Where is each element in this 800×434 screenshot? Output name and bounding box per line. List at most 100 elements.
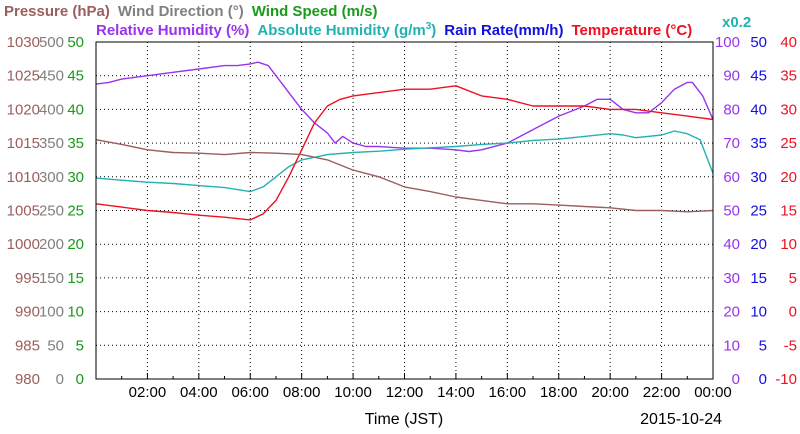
y-tick-label: 0 — [76, 371, 84, 388]
y-tick-label: 50 — [67, 34, 84, 51]
y-tick-label: 35 — [750, 135, 767, 152]
y-tick-label: 15 — [750, 270, 767, 287]
legend-entry-close: ) — [431, 22, 436, 39]
legend-row-1: Pressure (hPa) Wind Direction (°) Wind Spe… — [4, 3, 377, 20]
y-tick-label: 35 — [780, 68, 797, 85]
y-tick-label: 20 — [750, 236, 767, 253]
y-tick-label: 10 — [780, 236, 797, 253]
y-tick-label: 500 — [39, 34, 64, 51]
legend-superscript: 3 — [426, 21, 432, 32]
y-tick-label: 20 — [780, 169, 797, 186]
y-tick-label: 0 — [56, 371, 64, 388]
x-tick-label: 16:00 — [489, 384, 527, 401]
series-line — [95, 139, 714, 213]
x-tick-labels: 02:00 04:00 06:00 08:00 10:00 12:00 14:00 16:00… — [129, 384, 732, 401]
plot-frame — [95, 41, 714, 380]
legend-entry: Temperature (°C) — [571, 22, 692, 39]
y-tick-label: 20 — [67, 236, 84, 253]
y-tick-label: 1020 — [7, 101, 40, 118]
y-tick-label: 5 — [759, 337, 767, 354]
date-label: 2015-10-24 — [640, 411, 722, 428]
y-tick-label: 985 — [15, 337, 40, 354]
series-layer — [95, 61, 714, 221]
y-tick-label: 1005 — [7, 203, 40, 220]
series-line — [95, 61, 714, 153]
y-tick-label: 980 — [15, 371, 40, 388]
y-tick-label: 5 — [76, 337, 84, 354]
y-tick-label: 0 — [732, 371, 740, 388]
y-tick-label: 10 — [67, 304, 84, 321]
y-tick-label: 0 — [789, 304, 797, 321]
y-tick-label: 35 — [67, 135, 84, 152]
x-axis-label: Time (JST) — [365, 411, 444, 428]
y-tick-label: 150 — [39, 270, 64, 287]
x-tick-label: 02:00 — [129, 384, 167, 401]
y-tick-label: 40 — [67, 101, 84, 118]
y-tick-label: 15 — [67, 270, 84, 287]
y-tick-label: 1015 — [7, 135, 40, 152]
legend-entry: Relative Humidity (%) — [96, 22, 249, 39]
series-line — [95, 130, 714, 193]
x-tick-label: 06:00 — [231, 384, 269, 401]
y-tick-label: 5 — [789, 270, 797, 287]
legend-entry: Pressure (hPa) — [4, 3, 110, 20]
legend-row-2: Relative Humidity (%) Absolute Humidity (… — [96, 21, 692, 39]
y-tick-label: 45 — [67, 68, 84, 85]
y-tick-label: 60 — [723, 169, 740, 186]
y-tick-label: 40 — [780, 34, 797, 51]
y-tick-label: 25 — [67, 203, 84, 220]
x-tick-label: 18:00 — [540, 384, 578, 401]
y-tick-label: 1000 — [7, 236, 40, 253]
y-tick-label: 40 — [723, 236, 740, 253]
y-tick-label: 40 — [750, 101, 767, 118]
y-tick-label: 0 — [759, 371, 767, 388]
y-tick-label: 50 — [47, 337, 64, 354]
x-tick-label: 22:00 — [643, 384, 681, 401]
legend-entry: Rain Rate(mm/h) — [444, 22, 563, 39]
y-tick-label: 10 — [723, 337, 740, 354]
y-tick-label: 1010 — [7, 169, 40, 186]
y-tick-label: 450 — [39, 68, 64, 85]
legend: Pressure (hPa) Wind Direction (°) Wind Spe… — [4, 3, 751, 39]
y-tick-label: 990 — [15, 304, 40, 321]
y-tick-label: 10 — [750, 304, 767, 321]
y-tick-label: 300 — [39, 169, 64, 186]
y-tick-label: 100 — [715, 34, 740, 51]
y-tick-label: 20 — [723, 304, 740, 321]
x-tick-label: 14:00 — [437, 384, 475, 401]
y-tick-label: -5 — [784, 337, 797, 354]
y-tick-label: 90 — [723, 68, 740, 85]
y-tick-label: 1025 — [7, 68, 40, 85]
y-tick-label: 25 — [750, 203, 767, 220]
x-tick-label: 20:00 — [591, 384, 629, 401]
legend-entry: Absolute Humidity (g/m — [257, 22, 425, 39]
y-tick-label: 45 — [750, 68, 767, 85]
y-tick-label: -10 — [775, 371, 797, 388]
y-tick-label: 995 — [15, 270, 40, 287]
rain-multiplier-label: x0.2 — [722, 14, 751, 31]
x-tick-label: 08:00 — [283, 384, 321, 401]
y-tick-label: 15 — [780, 203, 797, 220]
y-tick-label: 50 — [750, 34, 767, 51]
x-tick-label: 00:00 — [694, 384, 732, 401]
y-tick-label: 30 — [750, 169, 767, 186]
y-tick-label: 100 — [39, 304, 64, 321]
y-tick-label: 25 — [780, 135, 797, 152]
x-tick-label: 10:00 — [334, 384, 372, 401]
y-tick-label: 350 — [39, 135, 64, 152]
y-tick-label: 50 — [723, 203, 740, 220]
series-line — [95, 85, 714, 221]
legend-entry: Wind Speed (m/s) — [252, 3, 378, 20]
y-tick-label: 30 — [780, 101, 797, 118]
grid — [96, 42, 713, 379]
y-tick-label: 80 — [723, 101, 740, 118]
y-tick-label: 70 — [723, 135, 740, 152]
legend-entry: Wind Direction (°) — [118, 3, 244, 20]
y-tick-label: 200 — [39, 236, 64, 253]
axes-layer: 9809859909951000100510101015102010251030… — [7, 34, 797, 388]
y-tick-label: 1030 — [7, 34, 40, 51]
y-tick-label: 30 — [67, 169, 84, 186]
x-tick-label: 12:00 — [386, 384, 424, 401]
y-tick-label: 30 — [723, 270, 740, 287]
